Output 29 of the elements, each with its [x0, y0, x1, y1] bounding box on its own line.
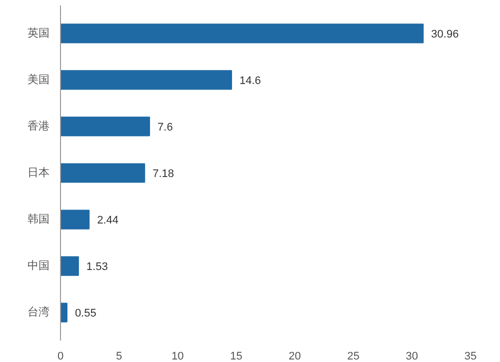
data-label: 30.96: [431, 28, 459, 40]
x-tick-label: 0: [57, 350, 64, 362]
y-tick-label: 美国: [28, 72, 50, 86]
y-tick-label: 台湾: [28, 306, 50, 319]
x-tick-label: 30: [406, 350, 418, 362]
data-label: 14.6: [240, 74, 261, 87]
y-tick-label: 韩国: [28, 212, 50, 226]
bar: [60, 302, 68, 322]
y-tick-label: 英国: [28, 26, 50, 40]
bar: [60, 163, 146, 183]
x-tick-label: 35: [464, 350, 477, 362]
data-label: 1.53: [86, 261, 108, 274]
y-tick-label: 中国: [28, 259, 50, 272]
y-tick-label: 日本: [28, 166, 50, 179]
x-tick-label: 15: [230, 350, 242, 362]
data-label: 2.44: [97, 214, 119, 227]
x-tick-label: 25: [347, 350, 360, 362]
x-tick-label: 5: [116, 350, 122, 362]
data-label: 7.18: [152, 168, 174, 180]
bar: [60, 24, 424, 44]
y-tick-label: 香港: [28, 119, 50, 132]
x-tick-label: 20: [288, 350, 301, 362]
bar: [60, 116, 150, 136]
bar: [60, 210, 90, 230]
data-label: 7.6: [158, 121, 173, 134]
data-label: 0.55: [74, 308, 96, 320]
bar: [60, 256, 79, 276]
bar: [60, 70, 232, 90]
x-tick-label: 10: [172, 350, 184, 362]
